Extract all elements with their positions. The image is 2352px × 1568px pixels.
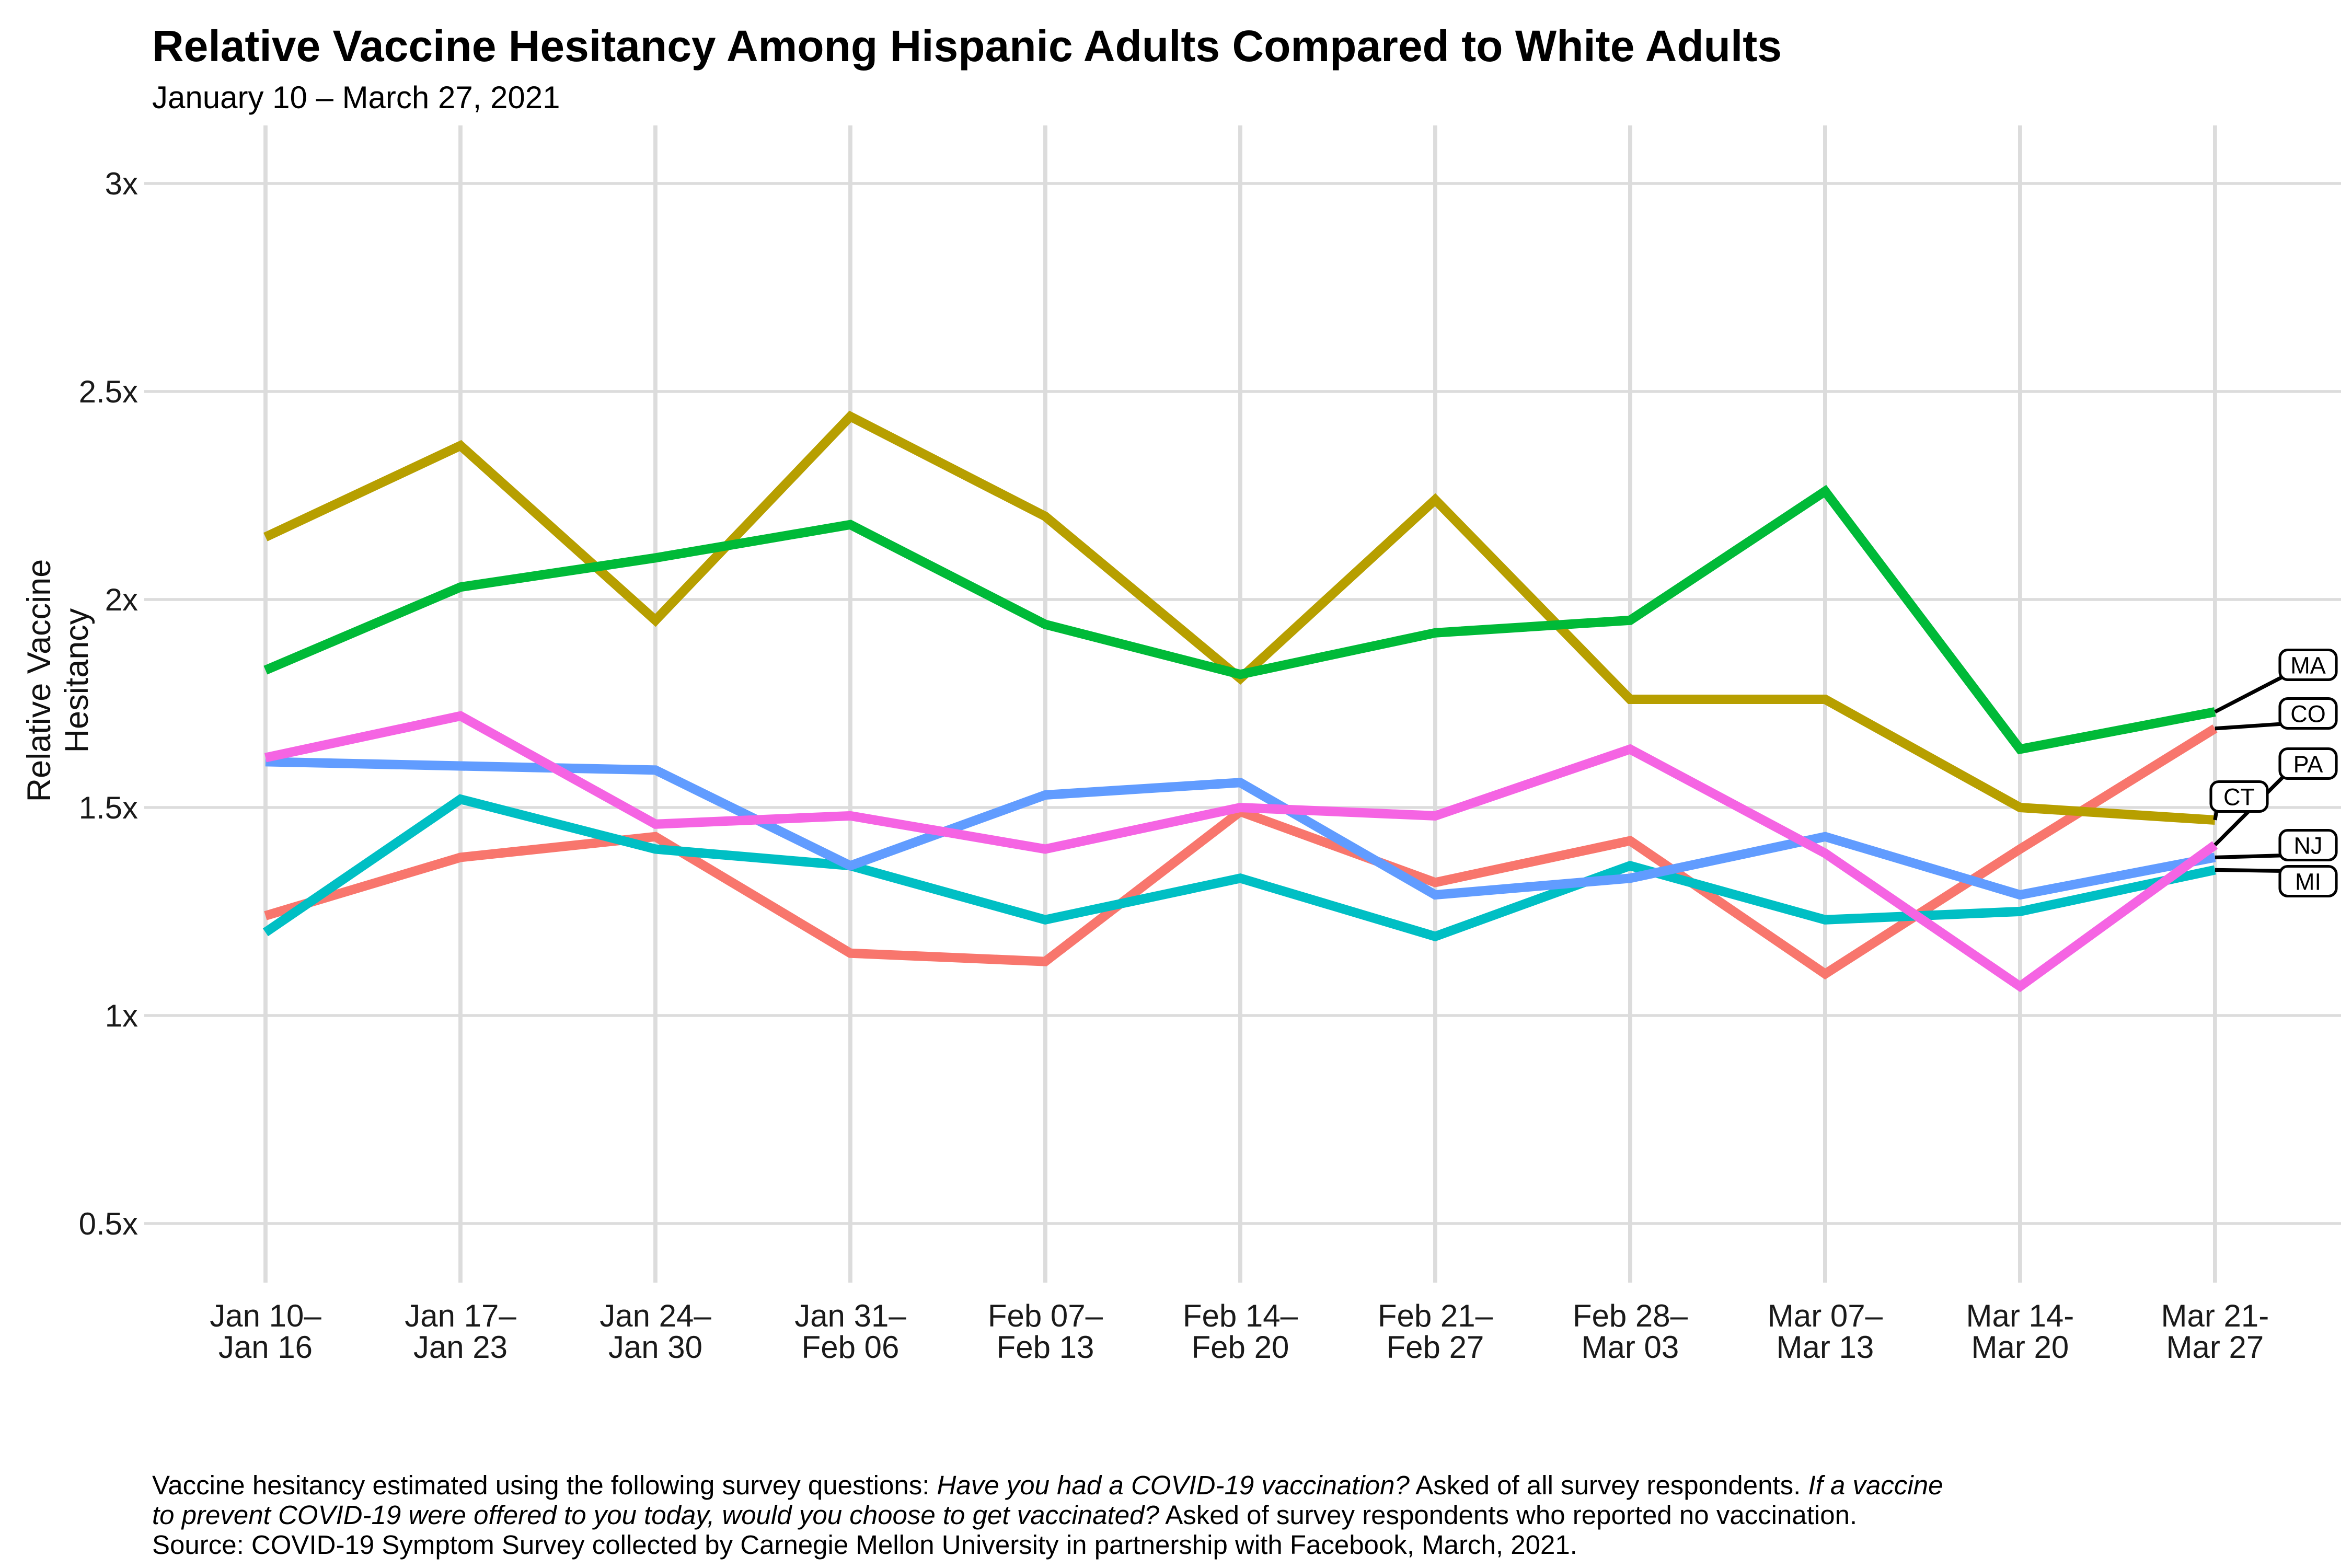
series-label-box-CT [2209, 780, 2269, 813]
series-line-MA [263, 485, 2216, 755]
series-label-NJ: NJ [2294, 833, 2323, 859]
label-leader-MI [2215, 868, 2287, 873]
x-tick-label: Jan 31– Feb 06 [794, 1298, 906, 1365]
footnote-run: Asked of all survey respondents. [1409, 1471, 1808, 1501]
y-tick-label: 3x [105, 166, 138, 201]
series-label-MI: MI [2295, 869, 2321, 895]
y-tick-label: 1x [105, 998, 138, 1033]
label-leader-CO [2215, 721, 2287, 731]
x-tick-label: Mar 21-Mar 27 [2161, 1298, 2269, 1365]
series-label-CT: CT [2223, 784, 2255, 811]
series-label-box-NJ [2278, 828, 2338, 862]
footnote-line: Vaccine hesitancy estimated using the fo… [152, 1471, 2285, 1501]
x-tick-label: Feb 21– Feb 27 [1378, 1298, 1493, 1365]
footnote-run: Vaccine hesitancy estimated using the fo… [152, 1471, 937, 1501]
series-line-NJ [265, 757, 2216, 900]
y-tick-label: 2x [105, 582, 138, 617]
x-tick-label: Jan 24– Jan 30 [599, 1298, 711, 1365]
series-label-box-MI [2278, 864, 2338, 898]
series-line-PA [264, 711, 2218, 993]
footnote-line: Source: COVID-19 Symptom Survey collecte… [152, 1531, 2285, 1561]
series-label-box-CO [2278, 697, 2338, 730]
footnote-run: Asked of survey respondents who reported… [1159, 1501, 1858, 1531]
x-tick-label: Feb 28– Mar 03 [1573, 1298, 1688, 1365]
series-label-box-MA [2278, 648, 2338, 682]
x-tick-label: Jan 17– Jan 23 [405, 1298, 516, 1365]
footnote-italic-run: If a vaccine [1808, 1471, 1943, 1501]
footnote-line: to prevent COVID-19 were offered to you … [152, 1501, 2285, 1531]
label-leader-NJ [2215, 853, 2287, 860]
series-label-CO: CO [2290, 701, 2326, 728]
x-tick-label: Mar 07– Mar 13 [1768, 1298, 1883, 1365]
series-line-MI [262, 794, 2216, 942]
x-tick-label: Feb 14– Feb 20 [1183, 1298, 1298, 1365]
footnote-italic-run: to prevent COVID-19 were offered to you … [152, 1501, 1159, 1531]
label-leader-MA [2214, 673, 2287, 714]
x-tick-label: Jan 10– Jan 16 [210, 1298, 321, 1365]
y-tick-label: 1.5x [79, 790, 138, 825]
series-label-box-PA [2278, 747, 2338, 780]
y-tick-label: 2.5x [79, 374, 138, 409]
footnote-run: Source: COVID-19 Symptom Survey collecte… [152, 1531, 1577, 1561]
footnote-italic-run: Have you had a COVID-19 vaccination? [937, 1471, 1410, 1501]
series-label-MA: MA [2290, 652, 2326, 679]
series-label-PA: PA [2293, 751, 2323, 778]
x-tick-label: Feb 07– Feb 13 [988, 1298, 1103, 1365]
footnote: Vaccine hesitancy estimated using the fo… [152, 1471, 2285, 1561]
chart-title: Relative Vaccine Hesitancy Among Hispani… [152, 22, 1782, 71]
chart-subtitle: January 10 – March 27, 2021 [152, 82, 560, 116]
y-tick-label: 0.5x [79, 1206, 138, 1241]
x-tick-label: Mar 14-Mar 20 [1966, 1298, 2074, 1365]
